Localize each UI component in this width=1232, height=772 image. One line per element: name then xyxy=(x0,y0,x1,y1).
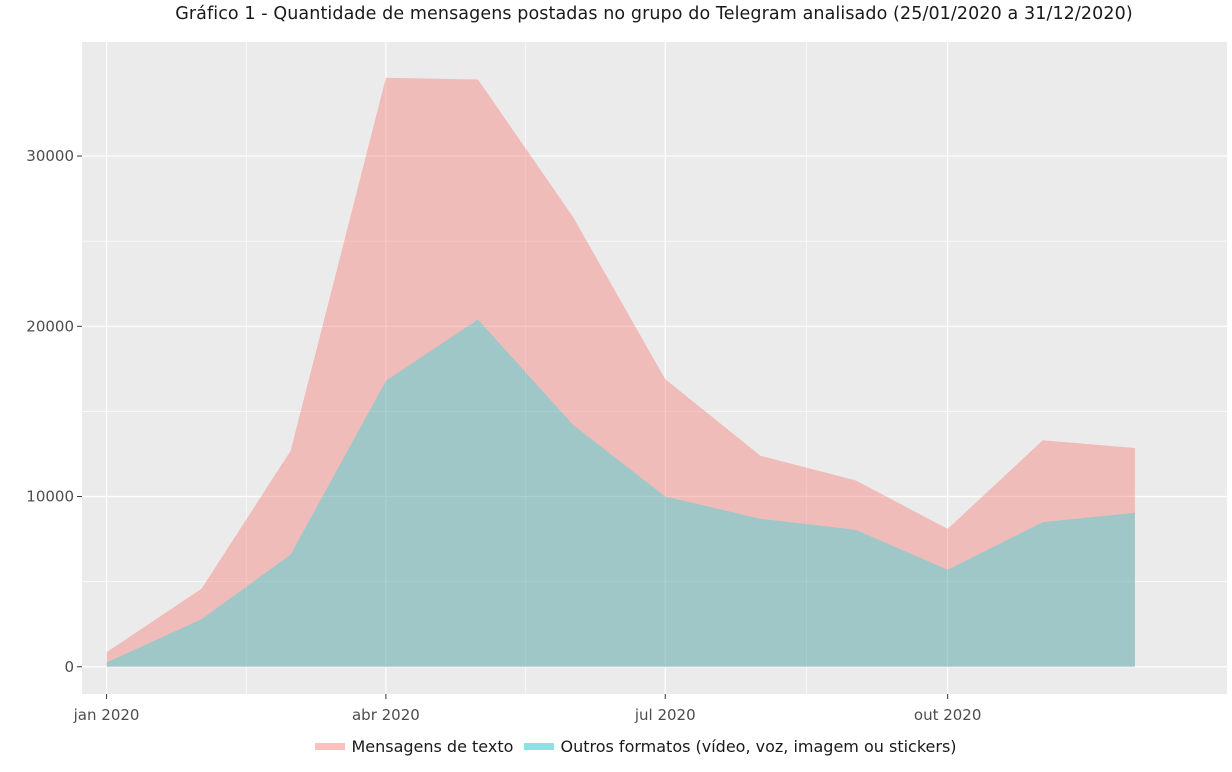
area-outros-formatos xyxy=(106,319,1135,667)
legend-label-outros: Outros formatos (vídeo, voz, imagem ou s… xyxy=(560,737,957,756)
x-tick-label: abr 2020 xyxy=(352,706,420,724)
y-tick-label: 10000 xyxy=(26,488,74,506)
legend-swatch-outros xyxy=(524,743,555,750)
plot-panel xyxy=(82,42,1227,694)
legend: Mensagens de texto Outros formatos (víde… xyxy=(0,735,1232,756)
y-tick-label: 0 xyxy=(64,658,74,676)
legend-swatch-texto xyxy=(315,743,346,750)
legend-label-texto: Mensagens de texto xyxy=(351,737,514,756)
area-outros-formatos-overlay xyxy=(106,319,1135,667)
x-tick-label: out 2020 xyxy=(914,706,982,724)
legend-item-texto: Mensagens de texto xyxy=(315,737,513,756)
area-mensagens-de-texto xyxy=(106,77,1135,663)
y-tick-label: 30000 xyxy=(26,147,74,165)
legend-item-outros: Outros formatos (vídeo, voz, imagem ou s… xyxy=(524,737,957,756)
x-tick-label: jul 2020 xyxy=(634,706,696,724)
y-tick-label: 20000 xyxy=(26,317,74,335)
chart-title: Gráfico 1 - Quantidade de mensagens post… xyxy=(175,4,1133,24)
x-tick-label: jan 2020 xyxy=(73,706,140,724)
